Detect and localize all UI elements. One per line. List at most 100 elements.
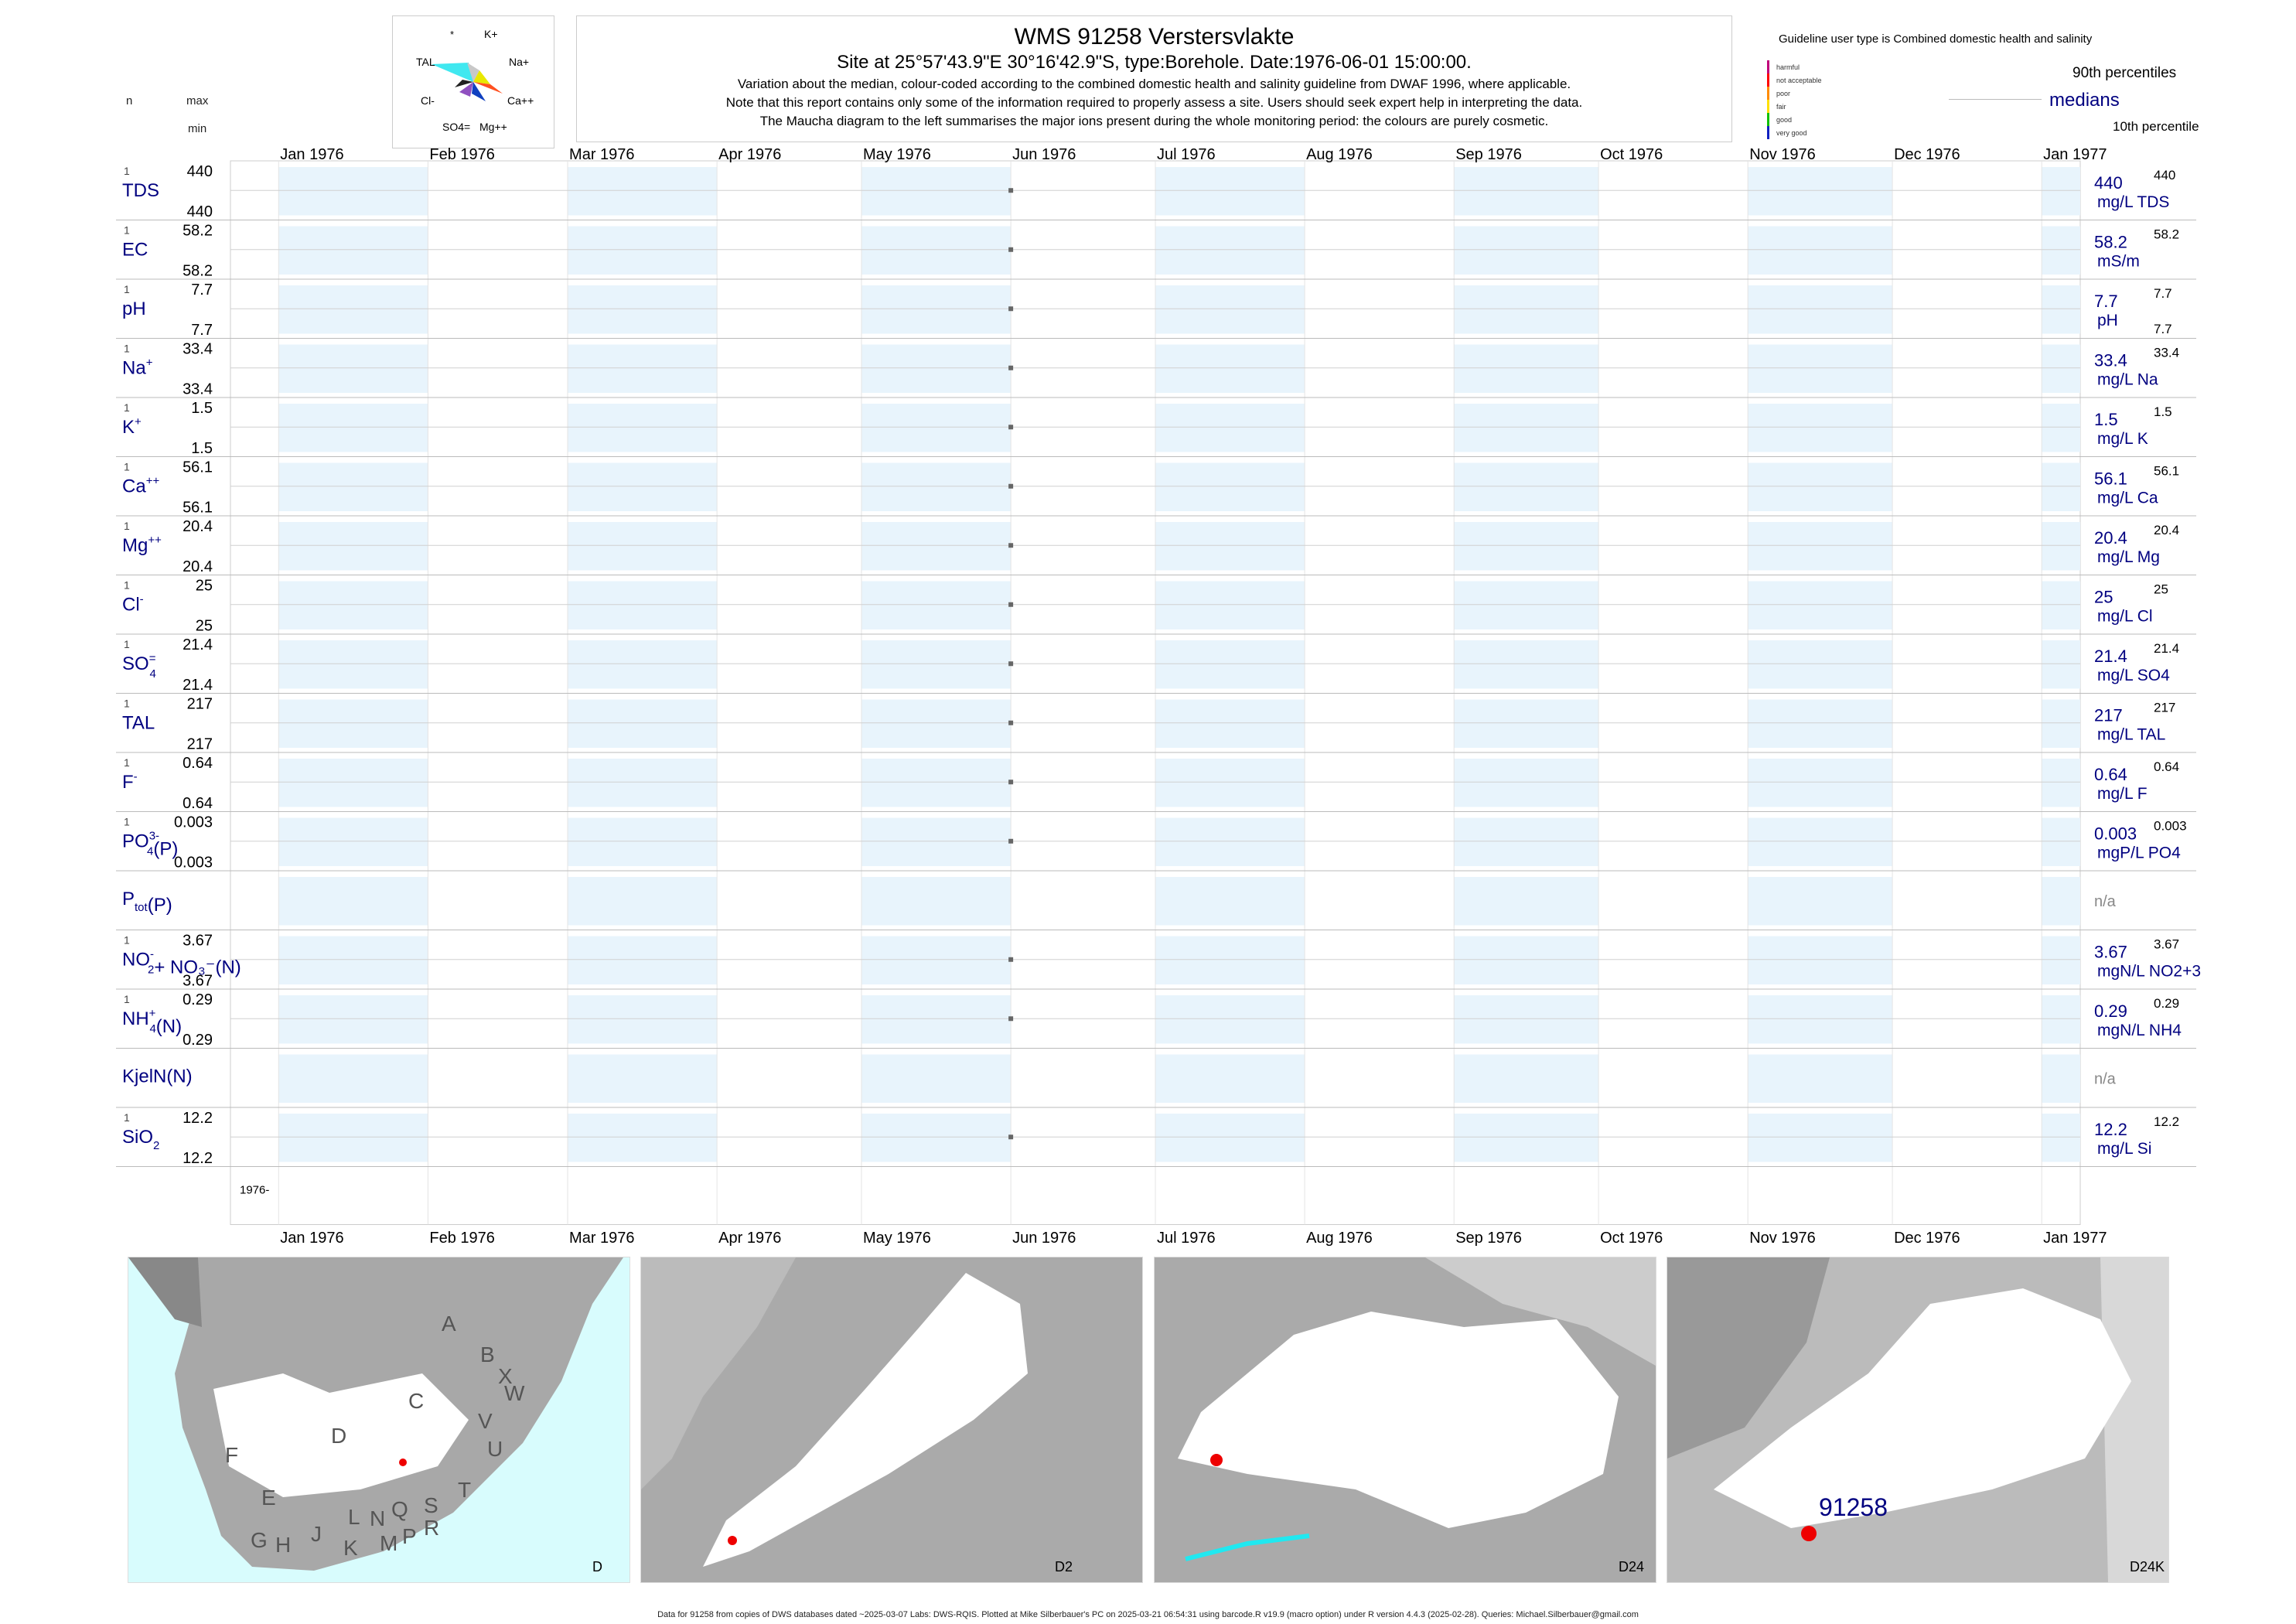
maucha-label-na: Na+ (509, 56, 529, 68)
map-d-site (399, 1459, 407, 1466)
month-tick-bottom: Nov 1976 (1749, 1230, 1816, 1247)
month-band (861, 759, 1012, 807)
row-min: 3.67 (183, 973, 213, 990)
row-median: 0.003 (2094, 824, 2137, 844)
month-band (568, 462, 718, 511)
level-very-good-swatch (1767, 126, 1769, 139)
month-band (278, 522, 428, 571)
month-band (1454, 1114, 1599, 1162)
month-band (2042, 936, 2080, 984)
month-band (1748, 581, 1893, 629)
sample-point (1008, 838, 1014, 844)
row-right-max: 0.003 (2154, 819, 2187, 834)
month-band (278, 226, 428, 275)
month-band (1454, 404, 1599, 452)
month-band (568, 877, 718, 926)
month-tick-bottom: Dec 1976 (1894, 1230, 1960, 1247)
month-tick-bottom: Oct 1976 (1600, 1230, 1663, 1247)
row-median: 25 (2094, 588, 2113, 607)
month-band (861, 462, 1012, 511)
month-band (278, 699, 428, 748)
note-line-3: The Maucha diagram to the left summarise… (759, 114, 1549, 128)
month-tick-top: Jul 1976 (1157, 146, 1216, 163)
parameter-name: F (122, 772, 134, 793)
month-band (1155, 1054, 1305, 1103)
parameter-label: PO3- 4(P) (122, 830, 178, 860)
row-min: 0.003 (174, 855, 213, 872)
row-n: 1 (124, 401, 130, 414)
row-max: 20.4 (183, 518, 213, 535)
month-band (568, 226, 718, 275)
row-unit: mg/L TDS (2097, 193, 2169, 211)
row-median: 12.2 (2094, 1120, 2127, 1139)
sample-point (1008, 720, 1014, 725)
month-band (278, 877, 428, 926)
col-header-n: n (126, 94, 133, 107)
level-good-swatch (1767, 113, 1769, 126)
month-band (1454, 285, 1599, 334)
parameter-name: EC (122, 240, 148, 261)
parameter-sub: tot (135, 901, 148, 914)
level-fair: fair (1776, 103, 1786, 111)
month-band (861, 877, 1012, 926)
parameter-label: KjelN(N) (122, 1066, 193, 1087)
sample-point (1008, 365, 1014, 370)
month-tick-top: Mar 1976 (569, 146, 635, 163)
month-band (1454, 936, 1599, 984)
parameter-name: Cl (122, 595, 140, 616)
month-band (1155, 285, 1305, 334)
month-band (2042, 226, 2080, 275)
month-band (568, 404, 718, 452)
map-d24-svg (1178, 1257, 1656, 1561)
parameter-sup: + (146, 357, 153, 370)
row-unit: mg/L K (2097, 430, 2148, 448)
row-median: 217 (2094, 706, 2123, 725)
parameter-sub: 4 (147, 845, 153, 858)
region-g: G (251, 1528, 268, 1552)
maucha-wedge-k (467, 63, 479, 82)
month-tick-bottom: Mar 1976 (569, 1230, 635, 1247)
footer-credits: Data for 91258 from copies of DWS databa… (657, 1610, 1639, 1619)
map-d24-label: D24 (1619, 1559, 1645, 1575)
month-band (2042, 1054, 2080, 1103)
maucha-label-so4: SO4= (442, 121, 470, 133)
month-band (861, 1114, 1012, 1162)
parameter-label: Na+ (122, 357, 153, 379)
month-band (1155, 640, 1305, 689)
level-poor: poor (1776, 90, 1791, 97)
map-d24-river (1185, 1534, 1310, 1561)
row-right-max: 7.7 (2154, 286, 2172, 301)
maucha-label-star: * (450, 29, 454, 40)
month-band (1748, 404, 1893, 452)
region-a: A (442, 1312, 456, 1336)
row-min: 7.7 (191, 322, 213, 339)
month-band (1748, 640, 1893, 689)
month-band (278, 817, 428, 866)
maucha-wedge-mg (472, 82, 486, 101)
parameter-label: F- (122, 770, 138, 793)
map-d2-basin (703, 1273, 1028, 1567)
month-band (1155, 877, 1305, 926)
map-d24k-basin (1714, 1288, 2131, 1528)
region-r: R (424, 1516, 440, 1540)
month-band (1748, 522, 1893, 571)
parameter-label: Mg++ (122, 534, 162, 556)
row-min: 25 (196, 618, 213, 635)
row-max: 217 (187, 696, 213, 713)
row-unit: mg/L Mg (2097, 548, 2160, 566)
month-band (2042, 699, 2080, 748)
row-max: 7.7 (191, 281, 213, 299)
parameter-sub: 2 (148, 964, 154, 977)
row-median: 440 (2094, 173, 2123, 193)
month-band (1155, 581, 1305, 629)
month-tick-top: Jan 1977 (2043, 146, 2107, 163)
month-band (861, 640, 1012, 689)
region-e: E (261, 1486, 276, 1510)
month-band (861, 522, 1012, 571)
parameter-name: pH (122, 299, 146, 319)
row-median: 58.2 (2094, 233, 2127, 252)
row-min: 56.1 (183, 500, 213, 517)
parameter-sup: + (135, 415, 142, 428)
row-n: 1 (124, 461, 130, 473)
map-d24k-neighbour (1667, 1257, 1830, 1459)
